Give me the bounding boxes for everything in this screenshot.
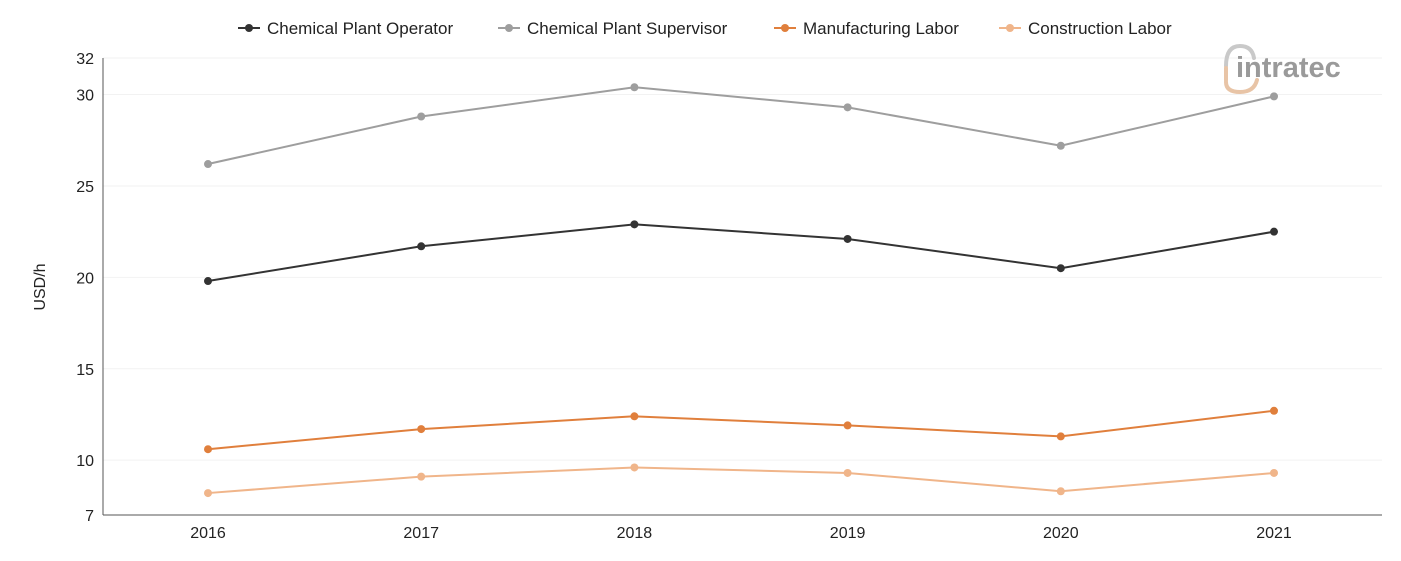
series-layer — [204, 83, 1278, 498]
x-tick-label: 2018 — [617, 525, 653, 542]
data-point[interactable] — [417, 425, 426, 434]
legend-marker — [1006, 24, 1014, 32]
data-point[interactable] — [1056, 432, 1065, 441]
x-tick-label: 2016 — [190, 525, 226, 542]
data-point[interactable] — [1270, 92, 1278, 101]
data-point[interactable] — [630, 463, 639, 472]
legend-label: Manufacturing Labor — [803, 19, 959, 38]
y-axis-title: USD/h — [32, 263, 49, 310]
x-tick-label: 2019 — [830, 525, 866, 542]
y-tick-label: 20 — [76, 270, 94, 287]
legend-label: Construction Labor — [1028, 19, 1172, 38]
data-point[interactable] — [1270, 406, 1278, 415]
legend-marker — [781, 24, 789, 32]
series-chemical-plant-supervisor — [204, 83, 1278, 169]
data-point[interactable] — [204, 445, 212, 454]
data-point[interactable] — [417, 112, 426, 121]
data-point[interactable] — [630, 220, 639, 229]
data-point[interactable] — [204, 489, 212, 498]
data-point[interactable] — [1056, 487, 1065, 496]
series-line — [207, 86, 1275, 166]
data-point[interactable] — [1270, 227, 1278, 236]
data-point[interactable] — [843, 468, 852, 477]
y-tick-label: 32 — [76, 51, 94, 68]
logo-mark-icon — [1224, 43, 1259, 95]
x-tick-label: 2017 — [403, 525, 439, 542]
series-manufacturing-labor — [204, 406, 1278, 454]
x-tick-label: 2021 — [1256, 525, 1292, 542]
y-tick-label: 15 — [76, 362, 94, 379]
series-construction-labor — [204, 463, 1278, 498]
y-tick-labels: 7 10 15 20 25 30 32 — [76, 51, 94, 525]
series-line — [207, 223, 1275, 283]
series-chemical-plant-operator — [204, 220, 1278, 286]
data-point[interactable] — [1056, 264, 1065, 273]
intratec-logo: intratec — [1224, 43, 1341, 95]
logo-wordmark: intratec — [1236, 52, 1341, 84]
data-point[interactable] — [630, 412, 639, 421]
data-point[interactable] — [417, 472, 426, 481]
data-point[interactable] — [843, 103, 852, 112]
data-point[interactable] — [843, 234, 852, 243]
legend-marker — [245, 24, 253, 32]
data-point[interactable] — [843, 421, 852, 430]
legend-item[interactable]: Chemical Plant Operator — [238, 19, 453, 38]
x-tick-label: 2020 — [1043, 525, 1079, 542]
grid-layer — [103, 57, 1382, 461]
data-point[interactable] — [1270, 468, 1278, 477]
legend-item[interactable]: Manufacturing Labor — [774, 19, 959, 38]
legend-label: Chemical Plant Supervisor — [527, 19, 728, 38]
x-tick-labels: 2016 2017 2018 2019 2020 2021 — [190, 525, 1292, 542]
series-line — [207, 466, 1275, 495]
series-line — [207, 409, 1275, 451]
y-tick-label: 30 — [76, 88, 94, 105]
data-point[interactable] — [630, 83, 639, 92]
legend-marker — [505, 24, 513, 32]
data-point[interactable] — [204, 277, 212, 286]
axes-layer — [102, 58, 1382, 516]
y-tick-label: 25 — [76, 179, 94, 196]
legend-item[interactable]: Chemical Plant Supervisor — [498, 19, 728, 38]
legend: Chemical Plant Operator Chemical Plant Su… — [238, 19, 1172, 38]
data-point[interactable] — [1056, 141, 1065, 150]
y-tick-label: 7 — [85, 508, 94, 525]
data-point[interactable] — [204, 160, 212, 169]
legend-label: Chemical Plant Operator — [267, 19, 453, 38]
data-point[interactable] — [417, 242, 426, 251]
legend-item[interactable]: Construction Labor — [999, 19, 1172, 38]
y-tick-label: 10 — [76, 453, 94, 470]
